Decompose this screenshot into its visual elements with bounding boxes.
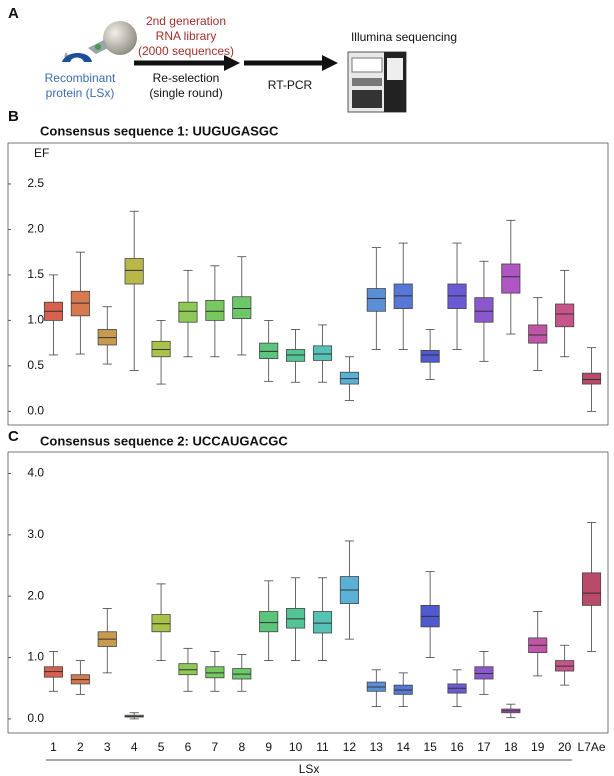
box (474, 666, 494, 680)
panel-label: B (8, 108, 19, 125)
x-tick-label: 11 (316, 740, 329, 754)
box (286, 608, 306, 629)
x-tick-label: 7 (212, 740, 219, 754)
library-label: 2nd generation (146, 14, 226, 28)
step-label: Re-selection (153, 71, 220, 85)
sequencer-label: Illumina sequencing (351, 30, 457, 44)
box (312, 611, 333, 634)
box (501, 263, 521, 294)
plot-frame (7, 451, 609, 734)
y-tick-label: 1.5 (27, 267, 44, 281)
box (259, 611, 279, 633)
box (474, 297, 494, 323)
box (178, 663, 198, 676)
y-axis-label: EF (34, 146, 49, 160)
x-tick-label: 2 (77, 740, 84, 754)
box (232, 296, 252, 319)
step-label: RT-PCR (268, 78, 313, 92)
bead-icon (62, 21, 137, 62)
protein-label: Recombinant (45, 71, 116, 85)
box (205, 666, 225, 679)
y-tick-label: 2.5 (27, 176, 44, 190)
box (420, 350, 440, 363)
x-tick-label: 9 (265, 740, 272, 754)
x-tick-label: 13 (370, 740, 384, 754)
box (312, 345, 333, 361)
panel-label: A (8, 5, 19, 22)
protein-label: protein (LSx) (46, 86, 115, 100)
chart-title: Consensus sequence 2: UCCAUGACGC (40, 433, 288, 448)
arrowhead (224, 55, 240, 71)
y-tick-label: 1.0 (27, 650, 44, 664)
y-tick-label: 2.0 (27, 588, 44, 602)
x-tick-label: 18 (504, 740, 518, 754)
library-label: (2000 sequences) (138, 44, 234, 58)
y-tick-label: 0.5 (27, 358, 44, 372)
plot-frame (7, 142, 609, 426)
x-tick-label: 17 (477, 740, 491, 754)
box (205, 299, 225, 321)
box (582, 372, 602, 385)
box (366, 288, 386, 312)
step-label: (single round) (149, 86, 222, 100)
x-tick-label: 14 (397, 740, 411, 754)
x-tick-label: 3 (104, 740, 111, 754)
x-tick-label: 16 (450, 740, 464, 754)
x-tick-label: 12 (343, 740, 357, 754)
box (528, 324, 548, 344)
y-tick-label: 1.0 (27, 313, 44, 327)
chart-title: Consensus sequence 1: UUGUGASGC (40, 123, 279, 138)
x-tick-label: 8 (238, 740, 245, 754)
panel-label: C (8, 428, 19, 445)
library-label: RNA library (156, 29, 217, 43)
y-tick-label: 4.0 (27, 466, 44, 480)
y-tick-label: 0.0 (27, 404, 44, 418)
arrowhead (322, 55, 338, 71)
x-tick-label: 6 (185, 740, 192, 754)
box (178, 301, 198, 323)
x-tick-label: 15 (423, 740, 437, 754)
x-tick-label: L7Ae (578, 740, 606, 754)
y-tick-label: 3.0 (27, 527, 44, 541)
y-tick-label: 2.0 (27, 222, 44, 236)
sequencer-icon (347, 51, 407, 113)
x-tick-label: 5 (158, 740, 165, 754)
box (582, 572, 602, 606)
box (151, 614, 171, 633)
x-tick-label: 20 (558, 740, 572, 754)
box (555, 303, 575, 328)
x-tick-label: 1 (50, 740, 57, 754)
y-tick-label: 0.0 (27, 711, 44, 725)
x-tick-label: 4 (131, 740, 138, 754)
box (124, 258, 144, 285)
x-tick-label: 19 (531, 740, 545, 754)
x-tick-label: 10 (289, 740, 303, 754)
x-axis-label: LSx (299, 762, 320, 776)
